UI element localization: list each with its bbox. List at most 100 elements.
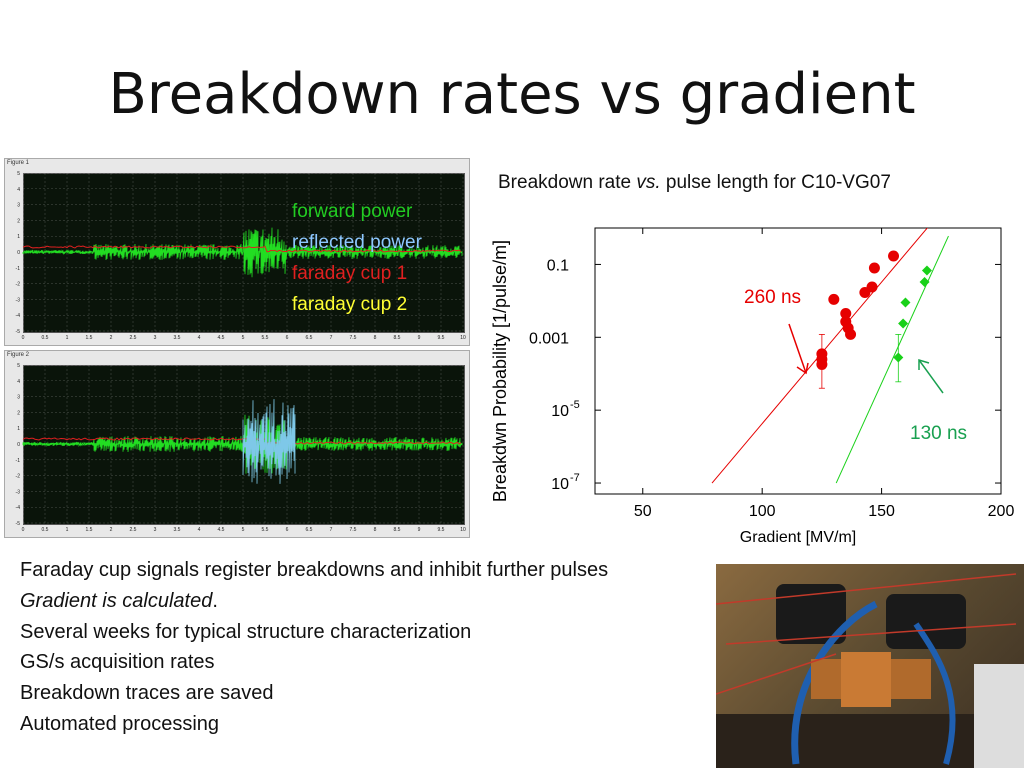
x-tick-label: 150 <box>868 503 895 520</box>
y-tick-label: 2 <box>17 410 20 416</box>
y-tick-exponent: -7 <box>570 472 580 484</box>
y-axis-label: Breakdwn Probability [1/pulse/m] <box>490 240 510 502</box>
faraday-cup-1-trace <box>22 245 462 253</box>
x-tick-label: 0.5 <box>42 527 49 533</box>
x-tick-label: 6 <box>286 527 289 533</box>
x-tick-label: 4.5 <box>218 527 225 533</box>
figure-label: Figure 2 <box>7 352 30 358</box>
bullet-item: Several weeks for typical structure char… <box>20 617 608 648</box>
x-tick-label: 9 <box>418 527 421 533</box>
x-tick-label: 200 <box>988 503 1015 520</box>
annotation-130ns: 130 ns <box>910 423 967 444</box>
x-tick-label: 5.5 <box>262 335 269 341</box>
y-tick-label: 3 <box>17 395 20 401</box>
forward-power-trace <box>22 227 463 278</box>
x-tick-label: 7 <box>330 335 333 341</box>
x-tick-label: 1.5 <box>86 527 93 533</box>
y-tick-label: 10 <box>551 476 569 493</box>
x-tick-label: 3 <box>154 527 157 533</box>
y-tick-label: -2 <box>16 474 21 480</box>
x-tick-label: 8 <box>374 335 377 341</box>
x-tick-label: 9.5 <box>438 527 445 533</box>
data-point <box>921 265 932 276</box>
chart-title-pre: Breakdown rate <box>498 172 637 193</box>
y-tick-label: -4 <box>16 313 21 319</box>
x-tick-label: 1 <box>66 527 69 533</box>
x-tick-label: 9.5 <box>438 335 445 341</box>
x-tick-label: 2 <box>110 527 113 533</box>
x-tick-label: 2.5 <box>130 335 137 341</box>
x-tick-label: 0 <box>22 527 25 533</box>
x-tick-label: 9 <box>418 335 421 341</box>
x-tick-label: 50 <box>634 503 652 520</box>
x-tick-label: 6.5 <box>306 335 313 341</box>
bullet-item: GS/s acquisition rates <box>20 647 608 678</box>
y-tick-label: -3 <box>16 297 21 303</box>
x-tick-label: 10 <box>460 335 466 341</box>
bullet-text: Gradient is calculated <box>20 589 213 612</box>
data-point <box>898 318 909 329</box>
y-tick-label: -5 <box>16 329 21 335</box>
chart-title-post: pulse length for C10-VG07 <box>660 172 891 193</box>
y-tick-label: 2 <box>17 218 20 224</box>
x-tick-label: 7 <box>330 527 333 533</box>
y-tick-label: 10 <box>551 403 569 420</box>
legend-faraday-cup-1: faraday cup 1 <box>292 263 408 284</box>
bullet-suffix: . <box>212 589 218 612</box>
y-tick-label: -5 <box>16 521 21 527</box>
y-tick-label: 0.001 <box>529 330 569 347</box>
x-tick-label: 8 <box>374 527 377 533</box>
data-point <box>828 293 840 305</box>
scope-traces: 0 0.5 1 1.5 2 2.5 3 3.5 4 4.5 5 5.5 6 6.5 7 7.5 8 8.5 9 9.5… <box>16 363 466 533</box>
x-tick-label: 10 <box>460 527 466 533</box>
data-point <box>868 262 880 274</box>
x-tick-label: 2.5 <box>130 527 137 533</box>
y-tick-label: -1 <box>16 458 21 464</box>
x-tick-label: 5.5 <box>262 527 269 533</box>
y-tick-label: -1 <box>16 266 21 272</box>
bullet-item: Breakdown traces are saved <box>20 678 608 709</box>
y-tick-label: 1 <box>17 426 20 432</box>
x-tick-label: 6.5 <box>306 527 313 533</box>
x-tick-label: 3 <box>154 335 157 341</box>
legend-reflected-power: reflected power <box>292 232 422 253</box>
x-tick-label: 5 <box>242 527 245 533</box>
x-tick-label: 8.5 <box>394 335 401 341</box>
bullet-text: Breakdown traces are saved <box>20 682 274 705</box>
reflected-power-trace <box>242 399 296 484</box>
y-tick-label: 0 <box>17 250 20 256</box>
x-tick-label: 2 <box>110 335 113 341</box>
bullet-item: Automated processing <box>20 709 608 740</box>
oscilloscope-figure-1: Figure 1 0 0.5 1 1.5 2 2.5 3 3.5 4 4.5 5 5.5 6 6.5 7 7.… <box>4 158 470 346</box>
lab-setup-image <box>715 573 1024 768</box>
y-tick-label: 1 <box>17 234 20 240</box>
x-tick-label: 7.5 <box>350 335 357 341</box>
x-tick-label: 5 <box>242 335 245 341</box>
y-tick-label: 5 <box>17 363 20 369</box>
data-point <box>845 328 857 340</box>
data-point <box>900 297 911 308</box>
x-tick-label: 0 <box>22 335 25 341</box>
y-tick-exponent: -5 <box>570 399 580 411</box>
bullet-text: Several weeks for typical structure char… <box>20 620 472 643</box>
x-tick-label: 8.5 <box>394 527 401 533</box>
figure-label: Figure 1 <box>7 160 30 166</box>
annotation-arrow <box>788 323 807 374</box>
scope-traces: 0 0.5 1 1.5 2 2.5 3 3.5 4 4.5 5 5.5 6 6.5 7 7.5 8 8.5 9 9.5… <box>16 171 466 341</box>
chart-title: Breakdown rate vs. pulse length for C10-… <box>498 172 891 194</box>
y-tick-label: 4 <box>17 187 20 193</box>
forward-power-trace <box>22 414 463 474</box>
bullet-text: GS/s acquisition rates <box>20 651 215 674</box>
y-tick-label: -2 <box>16 282 21 288</box>
x-tick-label: 3.5 <box>174 335 181 341</box>
plot-frame <box>594 227 1002 495</box>
annotation-260ns: 260 ns <box>744 287 801 308</box>
data-point <box>866 281 878 293</box>
faraday-cup-1-trace <box>22 437 462 445</box>
y-tick-label: -3 <box>16 489 21 495</box>
x-tick-label: 6 <box>286 335 289 341</box>
fit-line-130-ns <box>835 235 949 484</box>
x-tick-label: 0.5 <box>42 335 49 341</box>
x-tick-label: 1 <box>66 335 69 341</box>
x-tick-label: 4 <box>198 335 201 341</box>
